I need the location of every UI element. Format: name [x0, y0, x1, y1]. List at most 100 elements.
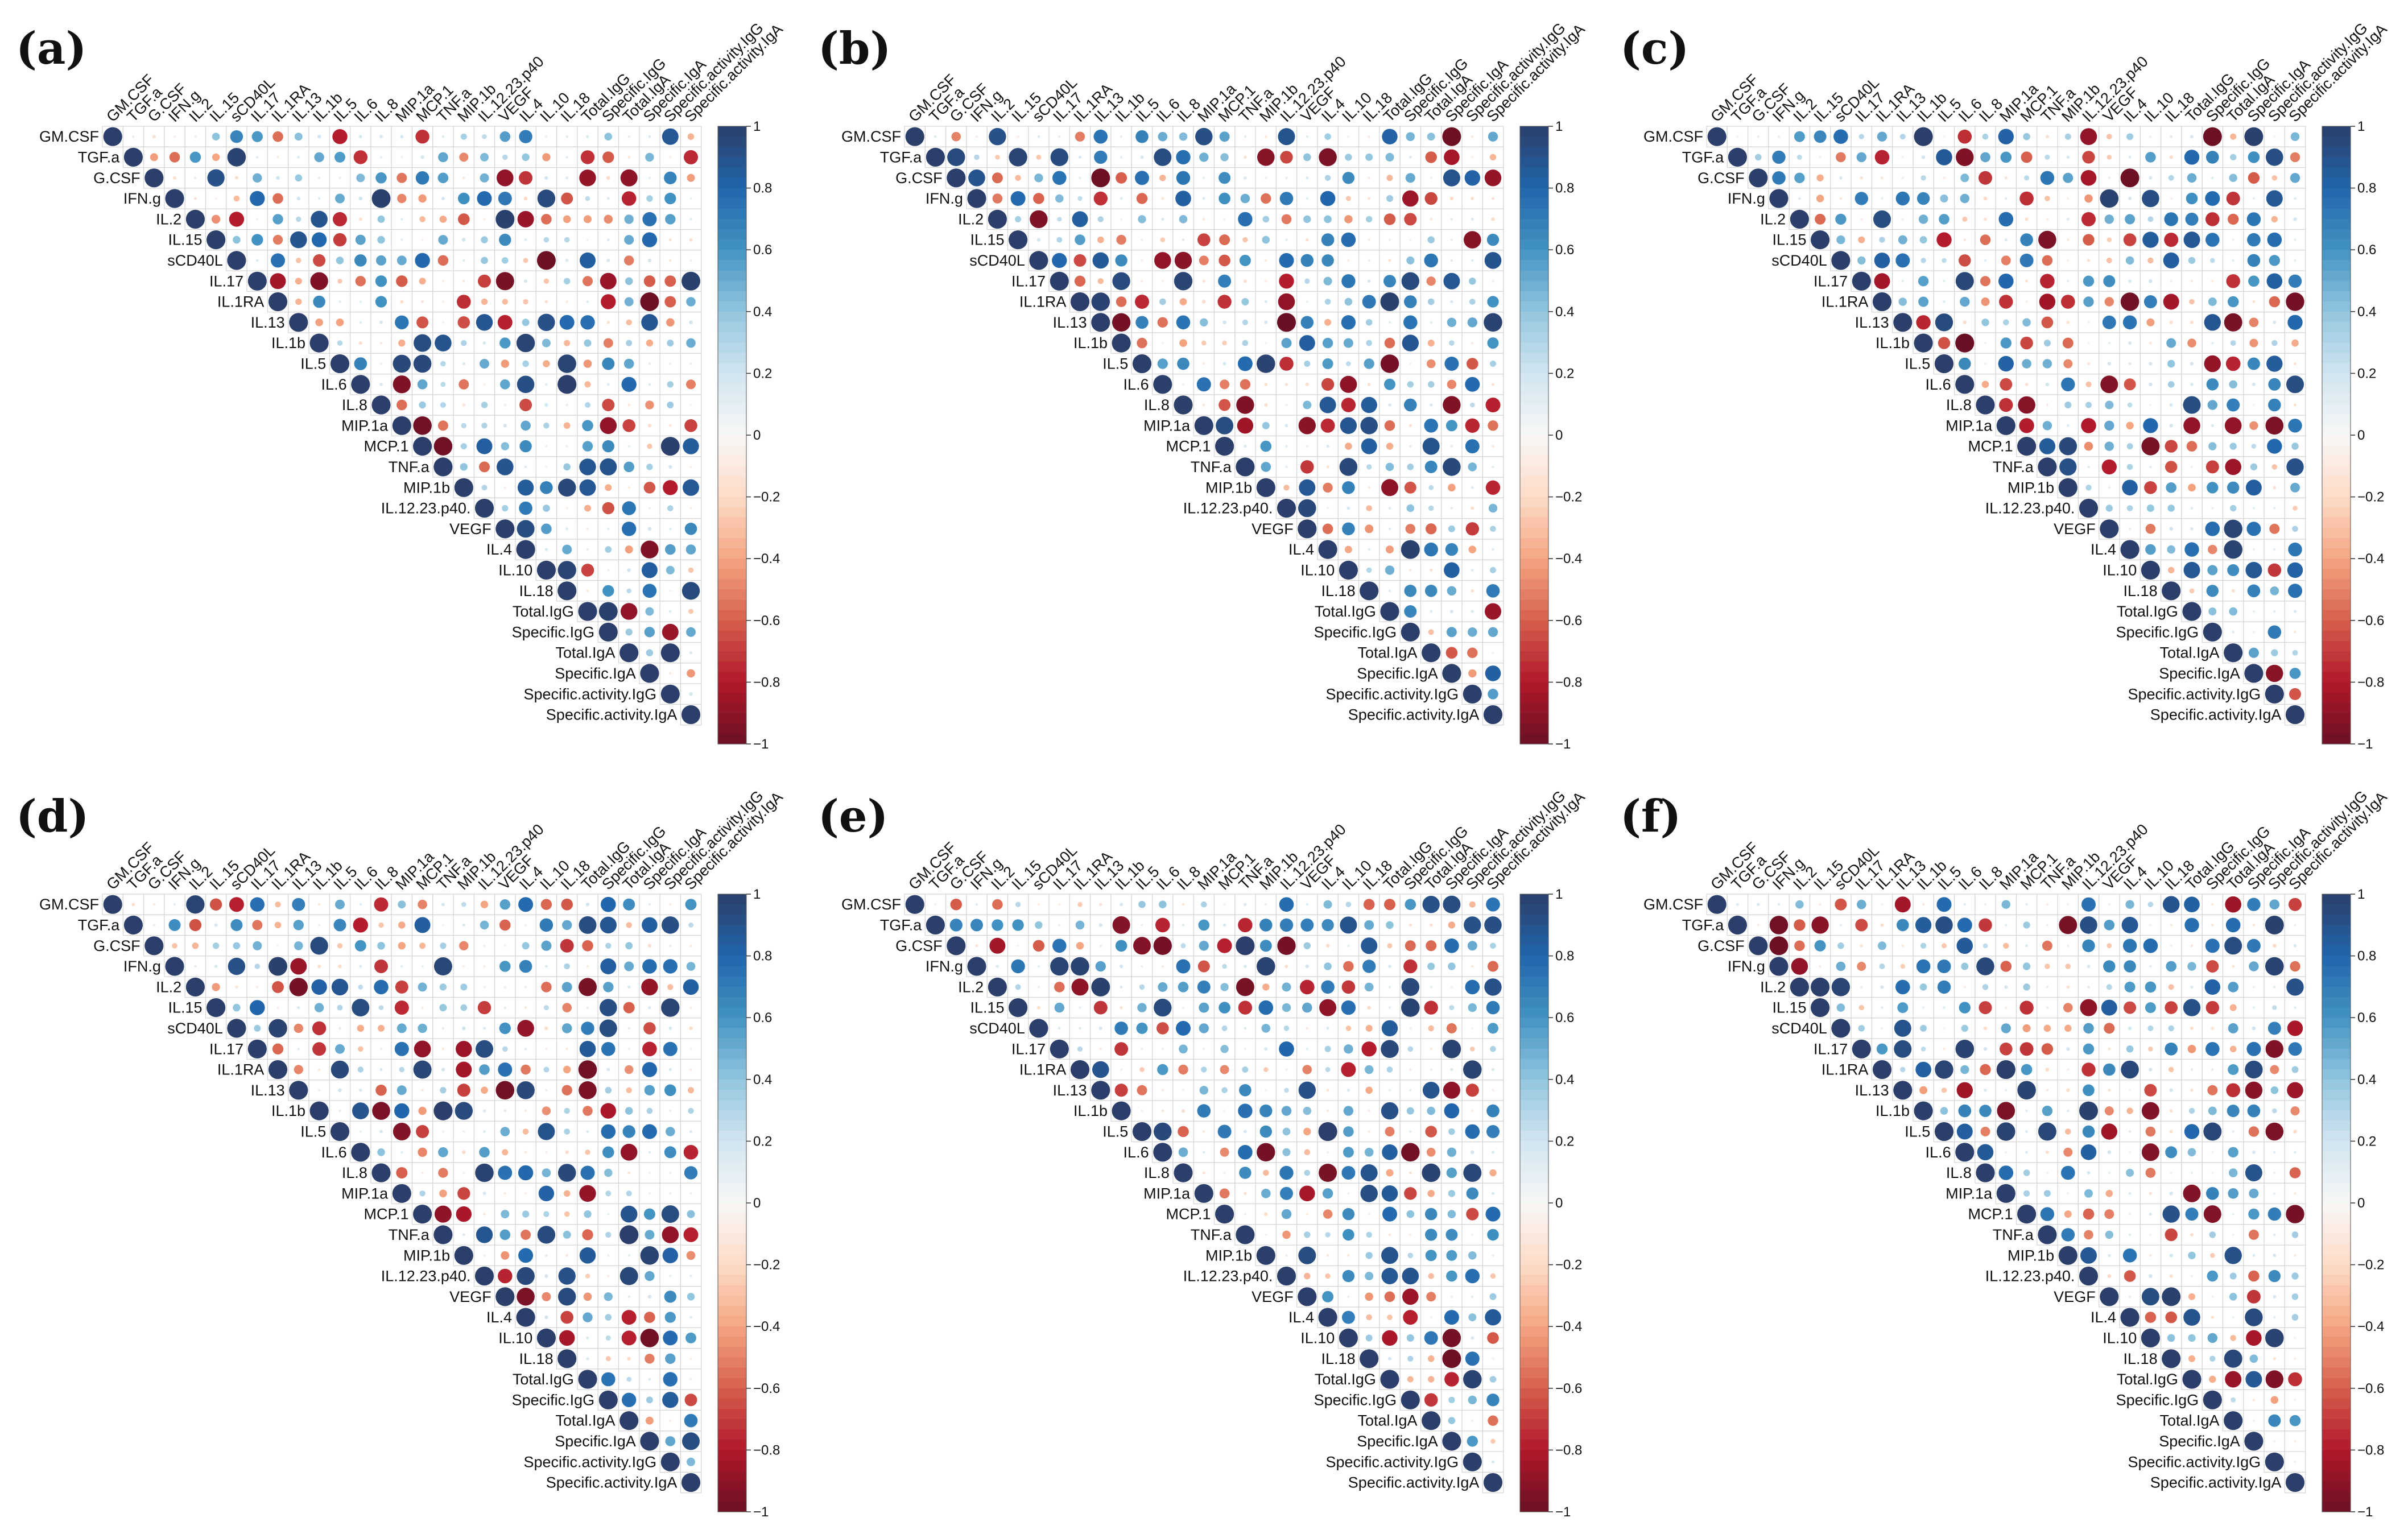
corr-circle	[376, 255, 386, 266]
corr-circle	[420, 155, 424, 159]
colorbar-segment	[2322, 466, 2351, 477]
corr-circle	[2022, 359, 2031, 369]
corr-circle	[2025, 383, 2029, 386]
corr-circle	[1471, 610, 1474, 613]
corr-circle	[150, 153, 158, 161]
corr-circle	[1199, 1023, 1209, 1033]
corr-circle	[687, 1458, 695, 1466]
corr-circle	[1448, 921, 1455, 928]
corr-circle	[1238, 918, 1252, 932]
corr-circle	[543, 1211, 549, 1217]
corr-circle	[2167, 505, 2175, 512]
corr-circle	[1265, 1234, 1267, 1236]
corr-circle	[351, 375, 370, 394]
corr-circle	[1321, 254, 1334, 267]
corr-circle	[335, 194, 345, 204]
corr-circle	[500, 131, 511, 142]
corr-circle	[1386, 545, 1394, 553]
corr-circle	[689, 1130, 692, 1133]
corr-circle	[2184, 231, 2200, 248]
corr-circle	[310, 334, 329, 353]
corr-circle	[1840, 197, 1842, 200]
corr-circle	[1306, 1048, 1308, 1050]
corr-circle	[2191, 280, 2193, 282]
corr-circle	[1485, 169, 1501, 186]
corr-circle	[586, 548, 589, 551]
row-label: IL.6	[1124, 1144, 1149, 1161]
corr-circle	[1425, 1229, 1437, 1240]
corr-circle	[352, 1102, 369, 1119]
colorbar-segment	[1520, 404, 1548, 415]
corr-circle	[1468, 462, 1477, 472]
corr-circle	[1054, 982, 1065, 993]
corr-circle	[1342, 981, 1356, 994]
corr-circle	[643, 584, 657, 598]
corr-circle	[1960, 173, 1969, 182]
corr-circle	[442, 1048, 444, 1050]
corr-circle	[1490, 943, 1496, 949]
corr-circle	[586, 1006, 589, 1008]
colorbar-segment	[718, 1409, 746, 1420]
colorbar-segment	[718, 1131, 746, 1142]
colorbar-segment	[2322, 157, 2351, 168]
corr-circle	[1244, 903, 1246, 906]
corr-circle	[1873, 292, 1891, 311]
corr-circle	[275, 922, 282, 929]
corr-circle	[545, 1089, 547, 1091]
corr-circle	[1919, 214, 1928, 224]
corr-circle	[1283, 485, 1289, 490]
corr-circle	[1285, 404, 1287, 406]
corr-circle	[2147, 505, 2154, 512]
corr-circle	[1264, 321, 1267, 324]
corr-circle	[1874, 273, 1890, 289]
corr-circle	[517, 1308, 535, 1327]
corr-circle	[1033, 193, 1044, 204]
corr-circle	[1471, 342, 1473, 344]
corr-circle	[1219, 234, 1230, 245]
corr-circle	[1135, 130, 1149, 143]
corr-circle	[1402, 978, 1420, 996]
corr-circle	[1366, 464, 1372, 469]
corr-circle	[669, 1420, 671, 1422]
corr-circle	[600, 1019, 617, 1037]
corr-circle	[584, 1293, 592, 1301]
corr-circle	[1035, 921, 1042, 929]
corr-circle	[2290, 173, 2300, 183]
corr-circle	[2227, 399, 2240, 412]
corr-circle	[2085, 402, 2092, 408]
corr-circle	[1831, 251, 1850, 270]
row-label: IL.17	[1814, 272, 1848, 290]
corr-circle	[2249, 318, 2259, 328]
corr-circle	[1384, 379, 1395, 390]
row-label: Specific.IgG	[2116, 623, 2199, 640]
corr-circle	[2289, 275, 2302, 288]
corr-circle	[400, 965, 403, 967]
corr-circle	[372, 1102, 390, 1120]
corr-circle	[1468, 317, 1477, 327]
colorbar-segment	[718, 1481, 746, 1492]
corr-circle	[1366, 319, 1373, 326]
colorbar-tick-label: 0.2	[1555, 366, 1574, 381]
corr-circle	[338, 1089, 342, 1093]
corr-circle	[1285, 424, 1288, 427]
corr-circle	[579, 916, 597, 934]
corr-circle	[2253, 610, 2255, 613]
colorbar-segment	[2322, 456, 2351, 466]
corr-circle	[438, 1168, 448, 1177]
row-label: Specific.IgG	[1314, 623, 1397, 640]
corr-circle	[1386, 1169, 1394, 1177]
colorbar-tick-label: 1	[753, 119, 761, 134]
colorbar-tick-label: −0.2	[2357, 490, 2384, 505]
corr-circle	[434, 437, 453, 456]
corr-circle	[666, 319, 675, 327]
corr-circle	[600, 917, 617, 933]
corr-circle	[1409, 238, 1411, 241]
corr-circle	[1077, 196, 1082, 201]
corr-circle	[1120, 965, 1123, 968]
corr-circle	[604, 215, 613, 224]
corr-circle	[545, 445, 547, 447]
corr-circle	[1492, 280, 1494, 282]
corr-circle	[645, 1085, 655, 1095]
colorbar-segment	[718, 1069, 746, 1080]
corr-circle	[1341, 398, 1356, 412]
